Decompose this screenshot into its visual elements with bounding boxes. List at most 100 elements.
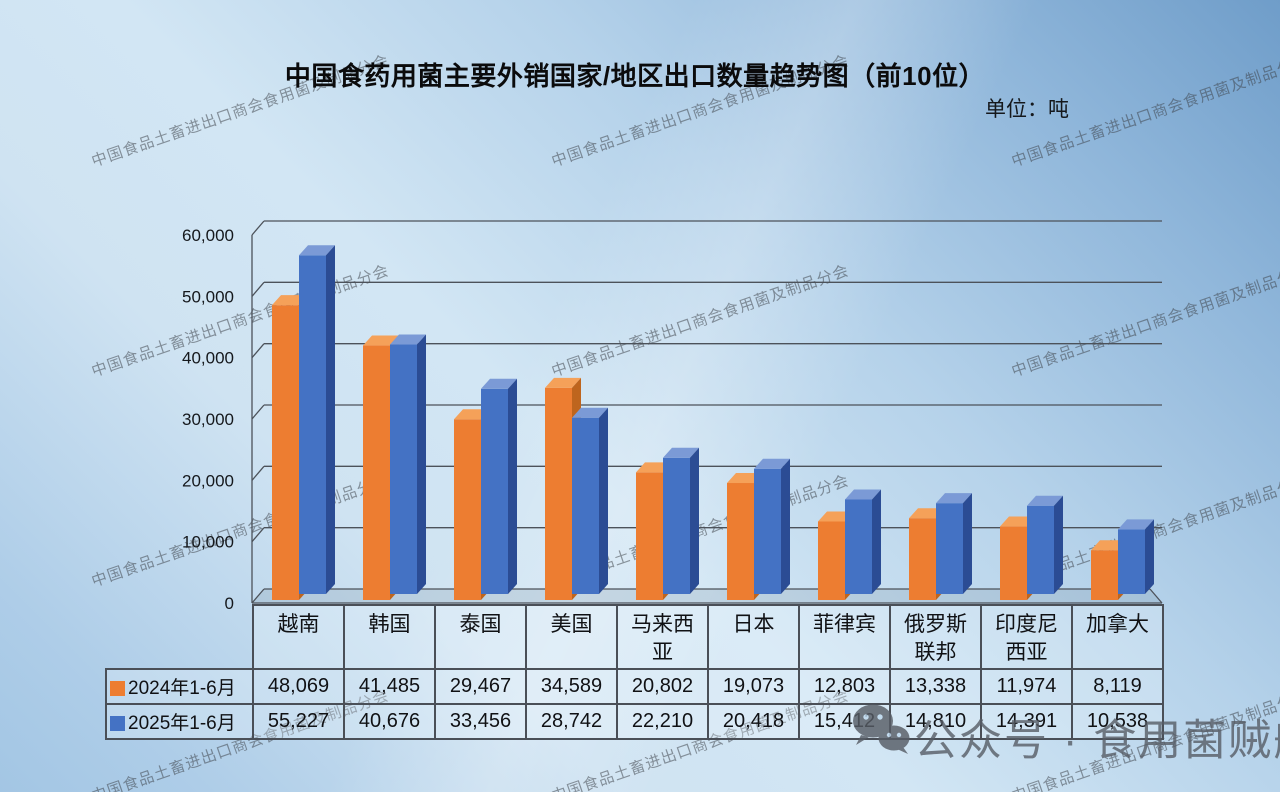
value-cell: 13,338: [889, 668, 982, 705]
bar-front-2024年1-6月-越南: [272, 305, 299, 600]
bar-front-2024年1-6月-马来西亚: [636, 472, 663, 600]
bar-top-2025年1-6月-印度尼西亚: [1027, 495, 1063, 506]
category-header-cell: 马来西亚: [616, 604, 709, 670]
category-header-cell: 越南: [252, 604, 345, 670]
value-cell: 41,485: [343, 668, 436, 705]
y-axis-tick-label: 60,000: [182, 226, 234, 245]
bar-top-2025年1-6月-泰国: [481, 378, 517, 389]
legend-cell: 2024年1-6月: [105, 668, 254, 705]
legend-cell: 2025年1-6月: [105, 703, 254, 740]
bar-front-2024年1-6月-俄罗斯联邦: [909, 518, 936, 600]
bar-top-2025年1-6月-韩国: [390, 334, 426, 345]
gridline-depth-segment: [251, 281, 265, 297]
value-cell: 10,538: [1071, 703, 1164, 740]
bar-front-2025年1-6月-加拿大: [1118, 529, 1145, 594]
bar-top-2025年1-6月-马来西亚: [663, 447, 699, 458]
bar-front-2024年1-6月-菲律宾: [818, 521, 845, 600]
bar-top-2025年1-6月-越南: [299, 245, 335, 256]
bar-front-2025年1-6月-印度尼西亚: [1027, 505, 1054, 594]
legend-label: 2025年1-6月: [128, 713, 236, 734]
value-cell: 19,073: [707, 668, 800, 705]
value-cell: 33,456: [434, 703, 527, 740]
category-header-cell: 加拿大: [1071, 604, 1164, 670]
gridline-depth-segment: [251, 527, 265, 543]
bar-top-2025年1-6月-美国: [572, 407, 608, 418]
table-header-row: 越南 韩国 泰国 美国 马来西亚 日本 菲律宾 俄罗斯联邦 印度尼西亚 加拿大: [106, 604, 1164, 670]
bar-front-2024年1-6月-泰国: [454, 419, 481, 600]
bar-side-2025年1-6月-越南: [326, 245, 335, 594]
value-cell: 55,227: [252, 703, 345, 740]
value-cell: 8,119: [1071, 668, 1164, 705]
category-header-cell: 菲律宾: [798, 604, 891, 670]
bar-top-2025年1-6月-俄罗斯联邦: [936, 493, 972, 504]
data-table: 越南 韩国 泰国 美国 马来西亚 日本 菲律宾 俄罗斯联邦 印度尼西亚 加拿大 2024年1-6月 4…: [105, 604, 1164, 740]
value-cell: 40,676: [343, 703, 436, 740]
bar-side-2025年1-6月-马来西亚: [690, 447, 699, 594]
unit-label: 单位：吨: [985, 98, 1069, 121]
gridline-depth-segment: [251, 343, 265, 359]
gridline-depth-segment: [1149, 588, 1163, 604]
bar-side-2025年1-6月-韩国: [417, 334, 426, 594]
category-header-cell: 泰国: [434, 604, 527, 670]
legend-swatch: [110, 681, 125, 696]
table-row: 2024年1-6月 48,069 41,485 29,467 34,589 20,802 1…: [105, 668, 1164, 705]
bar-front-2024年1-6月-印度尼西亚: [1000, 526, 1027, 600]
value-cell: 14,391: [980, 703, 1073, 740]
bar-front-2025年1-6月-俄罗斯联邦: [936, 503, 963, 594]
category-header-cell: 美国: [525, 604, 618, 670]
bar-front-2024年1-6月-加拿大: [1091, 550, 1118, 600]
bar-side-2025年1-6月-俄罗斯联邦: [963, 493, 972, 594]
y-axis-tick-label: 0: [225, 594, 234, 613]
chart-title: 中国食药用菌主要外销国家/地区出口数量趋势图（前10位）: [284, 61, 986, 91]
bar-front-2025年1-6月-韩国: [390, 344, 417, 594]
value-cell: 11,974: [980, 668, 1073, 705]
y-axis-tick-label: 20,000: [182, 471, 234, 490]
legend-label: 2024年1-6月: [128, 678, 236, 699]
value-cell: 20,802: [616, 668, 709, 705]
category-header-cell: 俄罗斯联邦: [889, 604, 982, 670]
value-cell: 15,412: [798, 703, 891, 740]
bar-front-2024年1-6月-美国: [545, 387, 572, 600]
value-cell: 14,810: [889, 703, 982, 740]
bar-side-2025年1-6月-印度尼西亚: [1054, 495, 1063, 594]
bar-front-2025年1-6月-菲律宾: [845, 499, 872, 594]
y-axis-tick-label: 30,000: [182, 410, 234, 429]
bar-side-2025年1-6月-日本: [781, 458, 790, 594]
legend-swatch: [110, 716, 125, 731]
bar-side-2025年1-6月-菲律宾: [872, 489, 881, 594]
gridline-depth-segment: [251, 588, 265, 604]
bar-front-2025年1-6月-泰国: [481, 388, 508, 594]
bar-top-2025年1-6月-日本: [754, 458, 790, 469]
value-cell: 28,742: [525, 703, 618, 740]
gridline-depth-segment: [251, 220, 265, 236]
table-corner-empty-cell: [106, 605, 253, 669]
value-cell: 12,803: [798, 668, 891, 705]
bar-top-2025年1-6月-加拿大: [1118, 519, 1154, 530]
y-axis-tick-label: 10,000: [182, 533, 234, 552]
category-header-cell: 印度尼西亚: [980, 604, 1073, 670]
value-cell: 48,069: [252, 668, 345, 705]
bar-front-2025年1-6月-日本: [754, 468, 781, 594]
bar-top-2025年1-6月-菲律宾: [845, 489, 881, 500]
bar-top-2024年1-6月-美国: [545, 377, 581, 388]
bar-front-2025年1-6月-马来西亚: [663, 457, 690, 594]
table-row: 2025年1-6月 55,227 40,676 33,456 28,742 22,210 2…: [105, 703, 1164, 740]
bar-front-2024年1-6月-韩国: [363, 345, 390, 600]
y-axis-tick-label: 50,000: [182, 287, 234, 306]
category-header-cell: 日本: [707, 604, 800, 670]
value-cell: 29,467: [434, 668, 527, 705]
value-cell: 34,589: [525, 668, 618, 705]
gridline-depth-segment: [251, 404, 265, 420]
y-axis-tick-label: 40,000: [182, 349, 234, 368]
bar-front-2025年1-6月-美国: [572, 417, 599, 594]
value-cell: 20,418: [707, 703, 800, 740]
bar-side-2025年1-6月-加拿大: [1145, 519, 1154, 594]
category-header-cell: 韩国: [343, 604, 436, 670]
bar-side-2025年1-6月-泰国: [508, 378, 517, 594]
bar-front-2024年1-6月-日本: [727, 483, 754, 600]
bar-side-2025年1-6月-美国: [599, 407, 608, 594]
gridline-depth-segment: [251, 465, 265, 481]
value-cell: 22,210: [616, 703, 709, 740]
